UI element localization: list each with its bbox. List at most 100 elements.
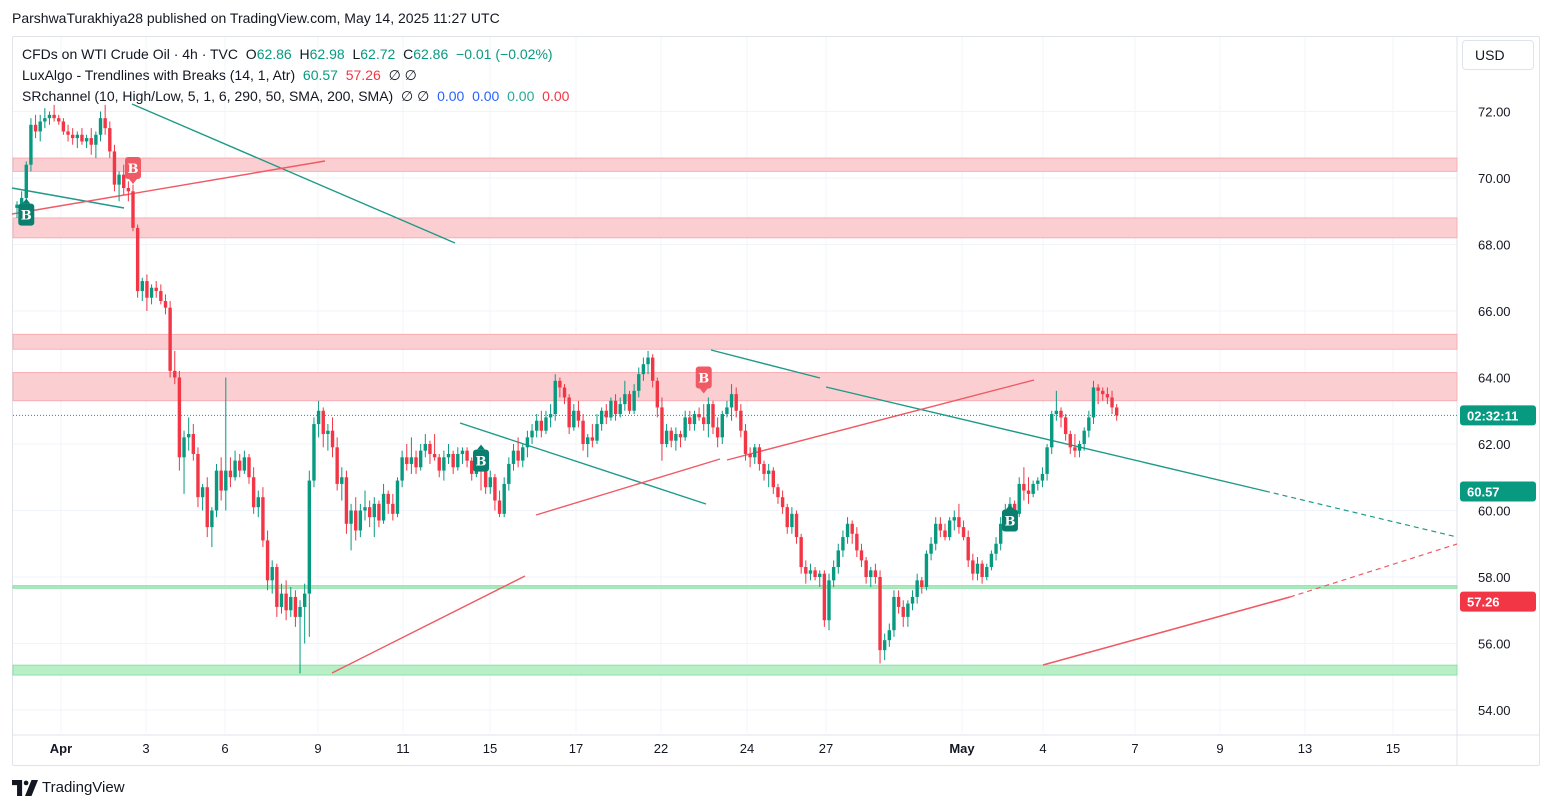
candle (493, 473, 497, 511)
candle (507, 457, 511, 491)
candle-body (952, 517, 956, 521)
legend-indicator-srchannel[interactable]: SRchannel (10, High/Low, 5, 1, 6, 290, 5… (22, 86, 569, 107)
axis-price-label: 02:32:11 (1460, 405, 1536, 426)
candle (595, 414, 599, 444)
candle (210, 507, 214, 548)
candle (61, 118, 66, 135)
candle (126, 181, 131, 202)
candle-body (808, 570, 813, 574)
candle (664, 424, 669, 448)
candle-body (488, 477, 492, 488)
candle (516, 437, 520, 468)
candle-body (470, 460, 474, 474)
candle-body (214, 470, 219, 511)
candle-body (604, 410, 608, 418)
legend-indicator-luxalgo[interactable]: LuxAlgo - Trendlines with Breaks (14, 1,… (22, 65, 569, 86)
candle (460, 447, 465, 464)
candle (247, 453, 251, 484)
candle-body (1091, 387, 1096, 418)
candle (1077, 440, 1082, 458)
candle-body (442, 457, 446, 471)
candle-body (89, 138, 93, 145)
indicator-value: 60.57 (302, 67, 338, 83)
candle-body (562, 387, 567, 398)
candle (572, 404, 576, 431)
x-tick-label: 9 (314, 741, 321, 756)
tradingview-brand[interactable]: TradingView (12, 779, 125, 796)
axis-price-label: 57.26 (1460, 591, 1536, 612)
candle (938, 517, 943, 538)
brand-name: TradingView (42, 779, 125, 796)
candle-body (61, 121, 66, 132)
publish-attribution: ParshwaTurakhiya28 published on TradingV… (12, 10, 500, 26)
candle (845, 517, 850, 544)
candle (920, 577, 924, 594)
x-tick-label: 3 (142, 741, 149, 756)
candle-body (669, 430, 673, 441)
candle-body (794, 513, 799, 538)
candle (980, 560, 984, 584)
candle (706, 397, 711, 438)
candle-body (1105, 394, 1110, 398)
candle-body (446, 453, 451, 458)
candle-body (599, 410, 604, 425)
candle (84, 134, 89, 149)
candle-body (799, 537, 803, 568)
axis-price-badge (1460, 405, 1536, 426)
candle (869, 567, 873, 587)
currency-button[interactable]: USD (1462, 40, 1534, 70)
candle-body (391, 503, 395, 514)
candle (298, 600, 302, 674)
high-value: 62.98 (309, 46, 345, 62)
candle (103, 104, 107, 135)
symbol-description: CFDs on WTI Crude Oil · 4h · TVC (22, 46, 239, 62)
candle (994, 537, 998, 561)
candle (423, 434, 428, 458)
y-tick-label: 58.00 (1478, 570, 1511, 585)
candle (446, 444, 451, 464)
candle-body (697, 414, 701, 418)
close-label: C (403, 46, 414, 62)
x-tick-label: 13 (1298, 741, 1312, 756)
candle-body (52, 114, 56, 119)
candle (831, 560, 836, 587)
candle-body (683, 417, 687, 438)
candle-body (971, 560, 975, 574)
candle-body (664, 430, 669, 444)
candle (414, 450, 418, 474)
candle (985, 563, 989, 581)
candle-body (688, 417, 692, 425)
candle-body (186, 434, 191, 438)
legend-symbol-row[interactable]: CFDs on WTI Crude Oil · 4h · TVC O62.86 … (22, 44, 569, 65)
y-tick-label: 70.00 (1478, 171, 1511, 186)
x-tick-label: 7 (1131, 741, 1138, 756)
candle-body (177, 377, 182, 458)
candle-body (590, 437, 595, 441)
candle-body (934, 523, 938, 544)
trendline-teal-5-projection (1264, 490, 1458, 538)
candle-body (804, 567, 808, 574)
axis-price-badge (1460, 591, 1536, 612)
candle (372, 497, 376, 538)
candle-body (363, 507, 367, 511)
candle (1114, 404, 1119, 421)
candle (776, 483, 780, 504)
candle-body (558, 380, 562, 388)
trendline-teal-5 (825, 386, 1266, 492)
candle-body (637, 374, 641, 391)
candle-body (493, 477, 497, 501)
candle (971, 553, 975, 581)
candle (117, 171, 121, 202)
chart-frame[interactable] (12, 36, 1540, 766)
candle-body (878, 577, 882, 651)
candle (1026, 477, 1031, 504)
candle (200, 483, 205, 511)
candle-body (938, 523, 943, 531)
candle-body (57, 118, 61, 122)
candle (238, 453, 242, 478)
candle (780, 490, 785, 514)
markers-layer: B B B B B (18, 157, 1018, 532)
candle (688, 410, 692, 431)
candle-body (112, 151, 117, 185)
